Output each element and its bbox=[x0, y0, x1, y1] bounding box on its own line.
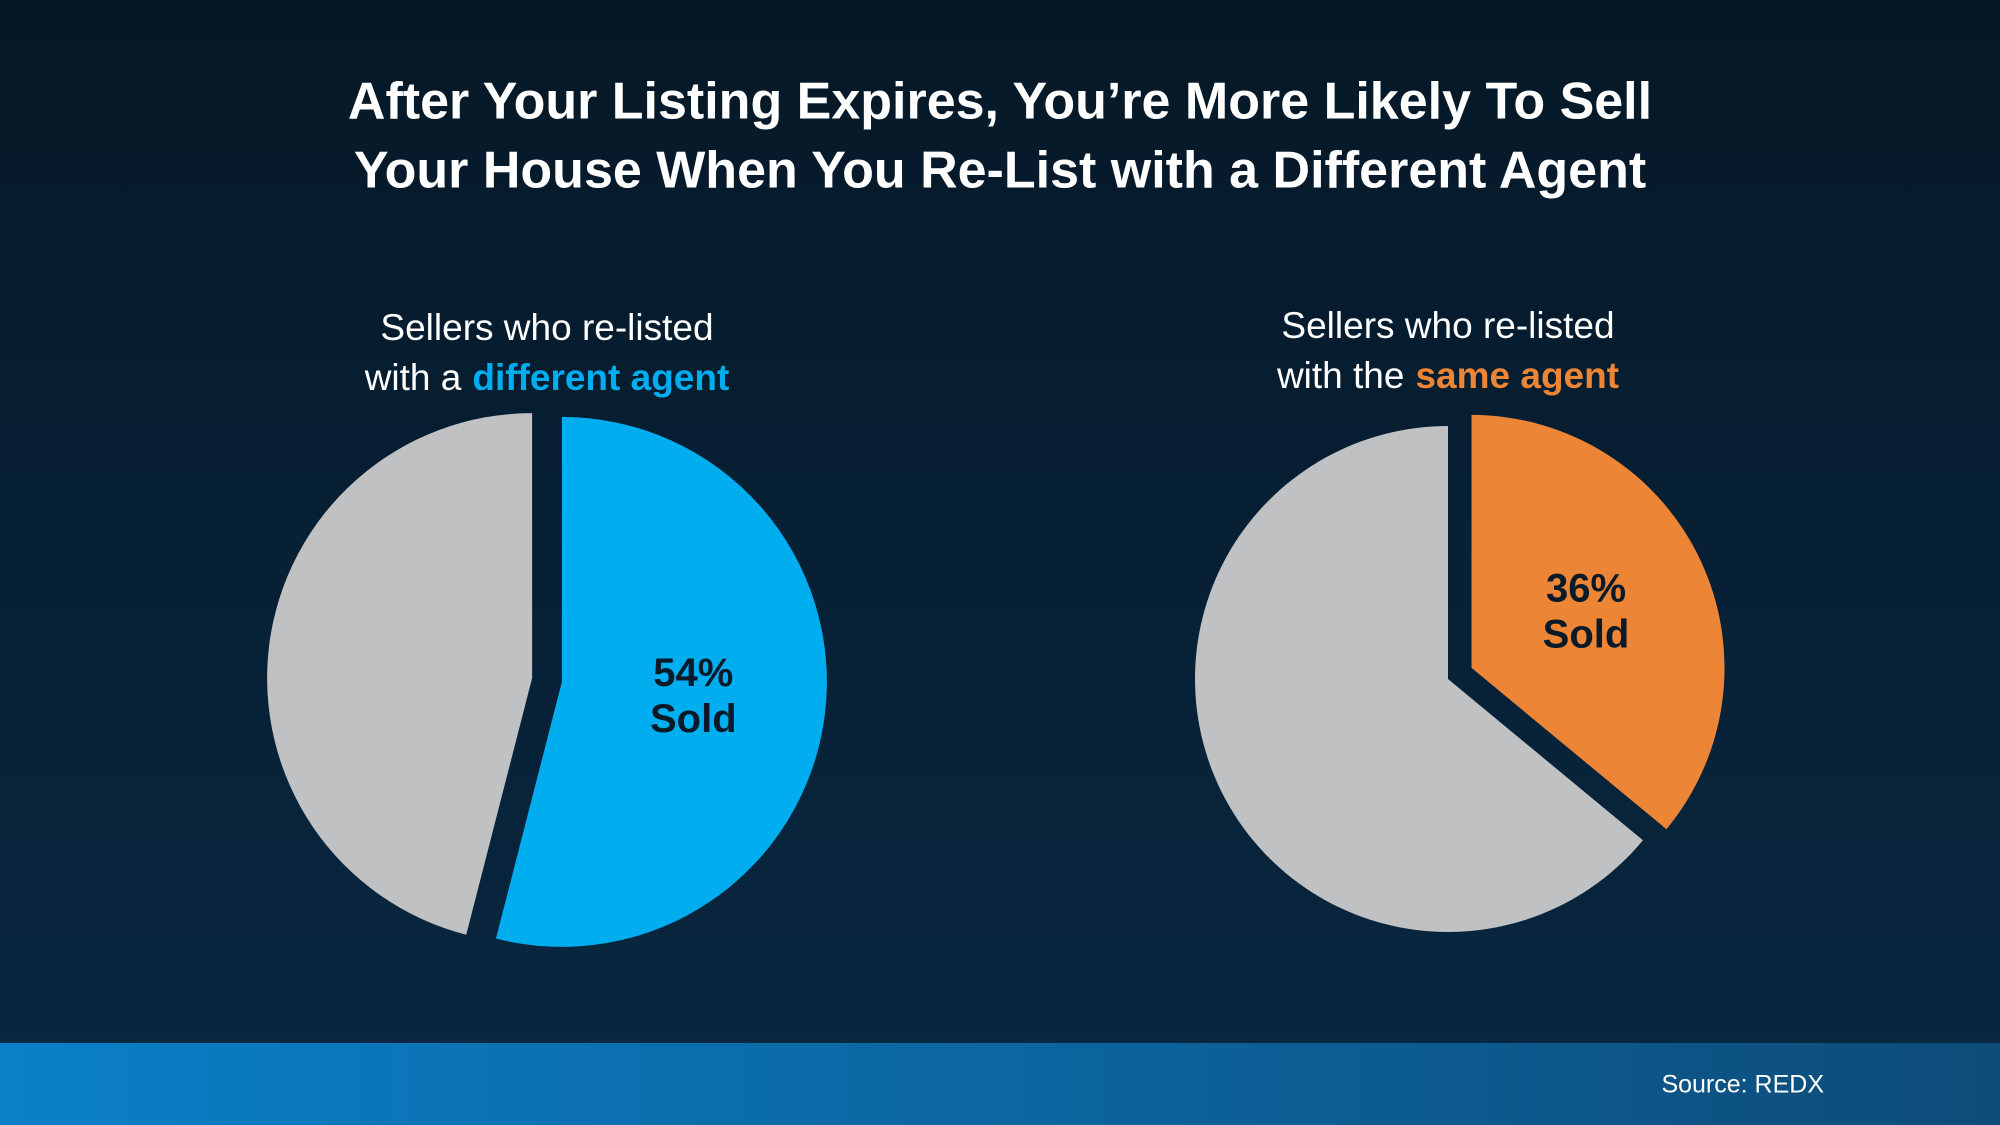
pie-slice bbox=[1195, 426, 1643, 932]
footer-bar bbox=[0, 1043, 2000, 1125]
subtitle-line: Sellers who re-listed bbox=[1281, 305, 1614, 346]
source: Source: REDX bbox=[1661, 1071, 1824, 1099]
slice-value-label: 54% bbox=[653, 651, 733, 695]
title-line: Your House When You Re-List with a Diffe… bbox=[354, 142, 1646, 200]
slice-value-label: 36% bbox=[1546, 567, 1626, 611]
title-line: After Your Listing Expires, You’re More … bbox=[348, 73, 1652, 131]
subtitle-line: with a different agent bbox=[364, 357, 730, 398]
subtitle-line: with the same agent bbox=[1276, 355, 1619, 396]
pie-slice bbox=[495, 416, 827, 947]
pie-slice bbox=[1471, 414, 1725, 830]
pie-slice bbox=[267, 413, 533, 935]
slice-category-label: Sold bbox=[650, 697, 737, 741]
subtitle-line: Sellers who re-listed bbox=[380, 307, 713, 348]
subtitle-text: with the bbox=[1276, 355, 1405, 396]
subtitle-text: with a bbox=[364, 357, 462, 398]
subtitle-highlight: different agent bbox=[472, 357, 729, 398]
subtitle-highlight: same agent bbox=[1415, 355, 1619, 396]
slice-category-label: Sold bbox=[1543, 613, 1630, 657]
